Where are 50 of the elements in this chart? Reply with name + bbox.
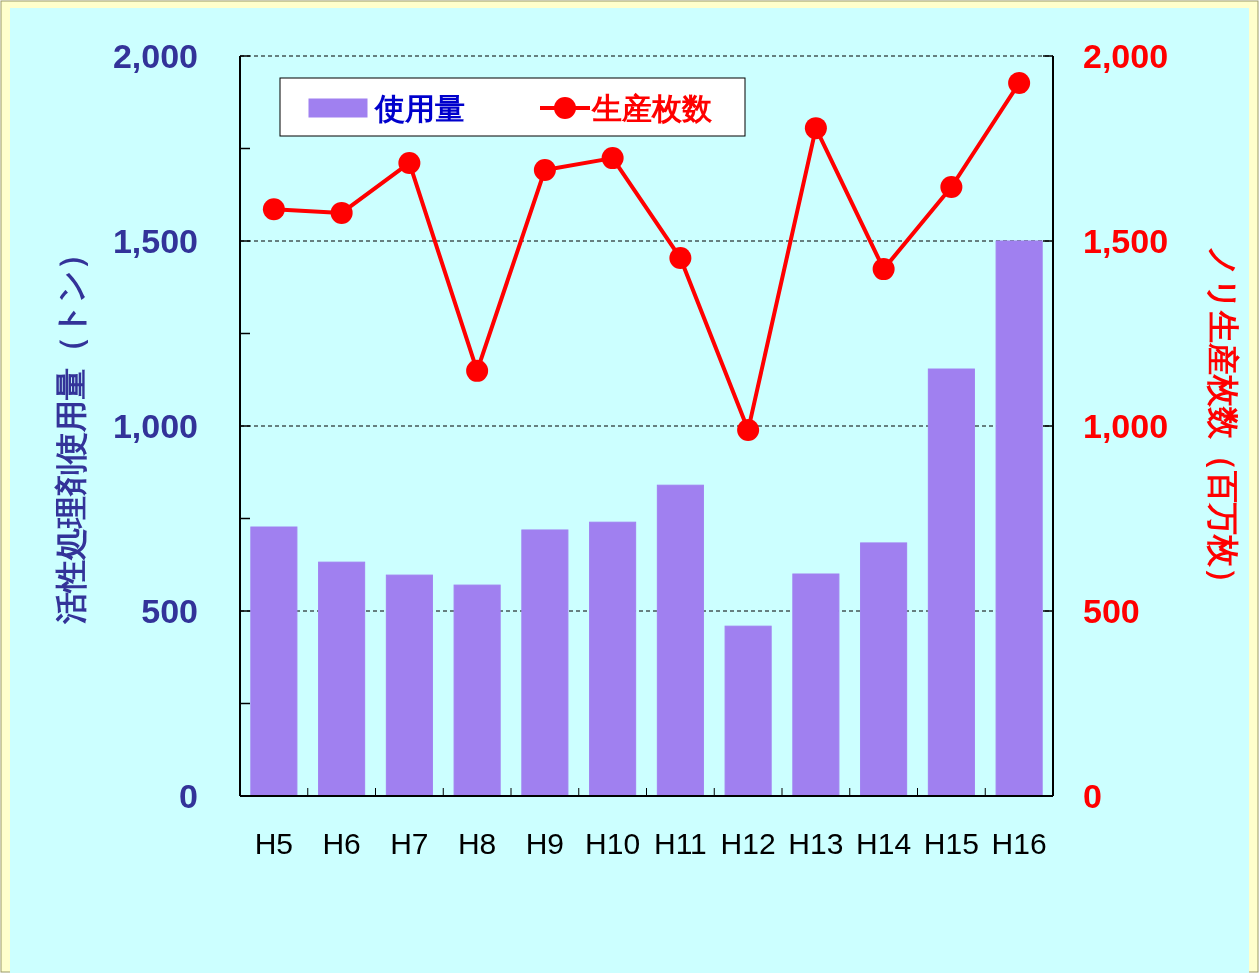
x-tick-label: H8 xyxy=(457,827,497,860)
point xyxy=(262,198,285,221)
y2-tick-label: 1,500 xyxy=(1083,222,1169,261)
bar xyxy=(521,529,569,797)
point xyxy=(872,258,895,281)
y2-tick-label: 0 xyxy=(1083,777,1102,816)
y2-tick-label: 500 xyxy=(1083,592,1140,631)
x-tick-label: H13 xyxy=(788,827,844,860)
y-tick-label: 1,000 xyxy=(112,407,198,446)
y-tick-label: 2,000 xyxy=(112,37,198,76)
point xyxy=(330,201,353,224)
bar xyxy=(318,561,366,797)
bar xyxy=(860,542,908,797)
bar xyxy=(792,573,840,797)
bar xyxy=(385,574,433,797)
point xyxy=(1008,72,1031,95)
x-tick-label: H10 xyxy=(585,827,641,860)
point xyxy=(533,158,556,181)
legend-label: 使用量 xyxy=(374,91,465,125)
point xyxy=(804,117,827,140)
point xyxy=(398,151,421,174)
x-tick-label: H9 xyxy=(525,827,565,860)
y-tick-label: 0 xyxy=(179,777,198,816)
bar xyxy=(724,625,772,797)
point xyxy=(669,247,692,270)
point xyxy=(940,175,963,198)
bar xyxy=(453,584,501,797)
y2-tick-label: 1,000 xyxy=(1083,407,1169,446)
point xyxy=(601,147,624,170)
bar xyxy=(995,240,1043,797)
x-tick-label: H14 xyxy=(856,827,912,860)
x-tick-label: H5 xyxy=(254,827,294,860)
x-tick-label: H15 xyxy=(923,827,979,860)
x-tick-label: H11 xyxy=(653,827,707,860)
x-tick-label: H12 xyxy=(720,827,776,860)
x-tick-label: H16 xyxy=(991,827,1047,860)
bar xyxy=(250,526,298,797)
y-tick-label: 500 xyxy=(141,592,198,631)
x-tick-label: H6 xyxy=(322,827,361,860)
bar xyxy=(927,368,975,797)
point xyxy=(737,419,760,442)
x-tick-label: H7 xyxy=(390,827,429,860)
legend-label: 生産枚数 xyxy=(591,91,713,125)
point xyxy=(466,359,489,382)
bar xyxy=(656,484,704,797)
y-axis-title: 活性処理剤使用量（トン） xyxy=(53,238,89,625)
y2-tick-label: 2,000 xyxy=(1083,37,1169,76)
bar xyxy=(589,521,637,797)
y-tick-label: 1,500 xyxy=(112,222,198,261)
y2-axis-title: ノリ生産枚数（百万枚） xyxy=(1205,245,1241,599)
